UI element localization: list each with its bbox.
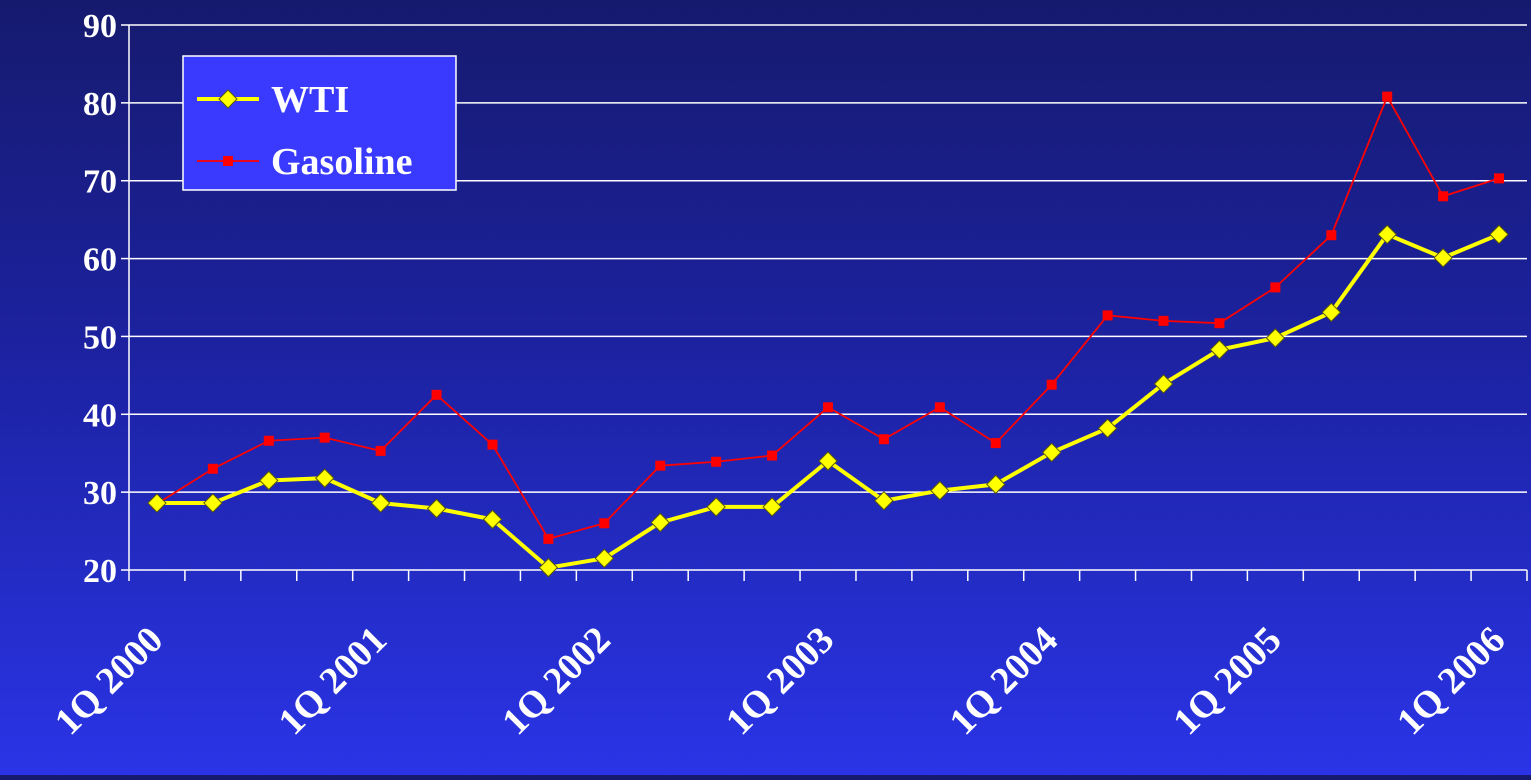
x-tick-label: 1Q 2001: [271, 619, 395, 743]
data-point-wti: [706, 497, 726, 517]
data-point-gasoline: [878, 434, 889, 445]
x-tick-label: 1Q 2006: [1389, 619, 1513, 743]
data-point-wti: [1209, 339, 1230, 360]
legend-label-wti: WTI: [271, 79, 349, 121]
data-point-wti: [986, 474, 1006, 495]
y-tick-label: 70: [83, 164, 117, 201]
data-point-gasoline: [823, 402, 833, 413]
x-tick-label: 1Q 2003: [718, 619, 842, 743]
data-point-gasoline: [263, 435, 274, 446]
series-line-wti: [156, 232, 1500, 570]
data-point-wti: [1041, 442, 1062, 463]
data-point-wti: [203, 493, 223, 513]
legend-label-gasoline: Gasoline: [271, 141, 412, 183]
data-point-wti: [594, 548, 615, 569]
data-point-gasoline: [543, 533, 554, 544]
data-point-wti: [1489, 224, 1509, 245]
data-point-wti: [762, 497, 782, 517]
data-point-gasoline: [655, 460, 666, 471]
legend-box: [182, 55, 457, 191]
data-point-gasoline: [487, 439, 498, 450]
data-point-gasoline: [1438, 191, 1449, 202]
data-point-wti: [1153, 374, 1174, 394]
data-point-wti: [1433, 248, 1453, 268]
data-point-wti: [1321, 302, 1341, 322]
data-point-wti: [818, 451, 838, 471]
data-point-wti: [259, 470, 279, 491]
data-point-gasoline: [1046, 379, 1057, 390]
x-tick-label: 1Q 2005: [1165, 619, 1289, 743]
data-point-wti: [874, 491, 894, 511]
data-point-gasoline: [1326, 230, 1337, 241]
data-point-wti: [930, 480, 950, 501]
data-point-gasoline: [599, 518, 610, 529]
data-point-wti: [1377, 224, 1397, 245]
data-point-gasoline: [767, 450, 778, 461]
data-point-wti: [1265, 328, 1286, 348]
data-point-wti: [147, 493, 167, 513]
y-tick-label: 50: [83, 319, 117, 356]
data-point-gasoline: [711, 456, 722, 467]
data-point-wti: [538, 557, 559, 578]
data-point-wti: [482, 509, 503, 530]
data-point-gasoline: [375, 445, 386, 456]
y-tick-label: 80: [83, 86, 117, 123]
data-point-gasoline: [1382, 91, 1393, 102]
data-point-gasoline: [934, 402, 945, 413]
data-point-gasoline: [207, 463, 218, 474]
legend-marker-gasoline: [223, 156, 233, 166]
data-point-gasoline: [431, 389, 442, 400]
data-point-gasoline: [990, 438, 1001, 449]
legend-marker-wti: [218, 89, 238, 109]
data-point-gasoline: [1494, 173, 1505, 184]
data-point-wti: [426, 498, 447, 519]
data-point-gasoline: [1158, 315, 1169, 326]
data-point-gasoline: [319, 432, 330, 443]
data-point-wti: [315, 468, 335, 488]
x-tick-label: 1Q 2004: [942, 619, 1066, 743]
y-tick-label: 30: [83, 475, 117, 512]
y-tick-label: 40: [83, 397, 117, 434]
y-tick-label: 20: [83, 553, 117, 590]
x-tick-label: 1Q 2002: [494, 619, 618, 743]
series-lines: [147, 91, 1509, 578]
data-point-gasoline: [1214, 318, 1225, 329]
data-point-wti: [1097, 418, 1118, 439]
data-point-gasoline: [1102, 310, 1113, 321]
data-point-wti: [370, 493, 391, 513]
x-tick-label: 1Q 2000: [47, 619, 171, 743]
data-point-gasoline: [1270, 282, 1281, 293]
y-tick-label: 60: [83, 242, 117, 279]
data-point-wti: [650, 512, 670, 533]
y-tick-label: 90: [83, 8, 117, 45]
legend: WTI Gasoline: [182, 55, 457, 191]
